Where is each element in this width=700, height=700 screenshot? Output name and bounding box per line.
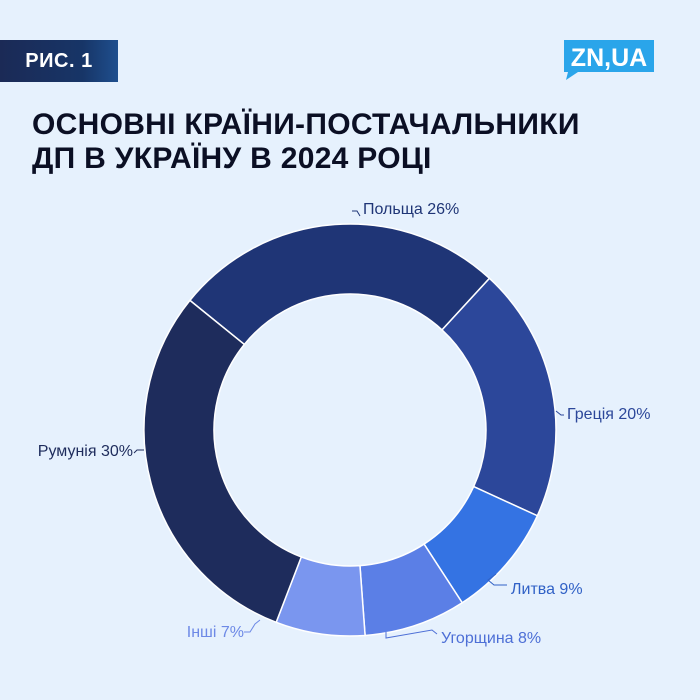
slice-label-2: Литва 9% <box>511 581 583 598</box>
slice-label-5: Румунія 30% <box>38 443 133 460</box>
figure-badge: РИС. 1 <box>0 40 118 82</box>
leader-line-4 <box>244 619 261 633</box>
zn-ua-logo: ZN,UA <box>564 40 654 80</box>
donut-slice-5 <box>143 299 303 624</box>
chart-title: ОСНОВНІ КРАЇНИ-ПОСТАЧАЛЬНИКИ ДП В УКРАЇН… <box>32 108 672 176</box>
chart-title-line-2: ДП В УКРАЇНУ В 2024 РОЦІ <box>32 142 432 175</box>
leader-line-5 <box>133 449 144 454</box>
slice-label-1: Греція 20% <box>567 406 650 423</box>
chart-title-line-1: ОСНОВНІ КРАЇНИ-ПОСТАЧАЛЬНИКИ <box>32 108 580 141</box>
donut-slice-1 <box>440 277 557 517</box>
slice-label-4: Інші 7% <box>187 624 244 641</box>
leader-line-0 <box>352 210 361 217</box>
leader-line-3 <box>385 629 438 639</box>
leader-line-2 <box>487 573 507 586</box>
slice-label-3: Угорщина 8% <box>441 630 541 647</box>
svg-text:ZN,UA: ZN,UA <box>571 44 647 72</box>
slice-label-0: Польща 26% <box>363 201 459 218</box>
donut-slice-0 <box>188 223 491 346</box>
figure-badge-label: РИС. 1 <box>25 49 93 72</box>
leader-line-1 <box>555 410 564 416</box>
